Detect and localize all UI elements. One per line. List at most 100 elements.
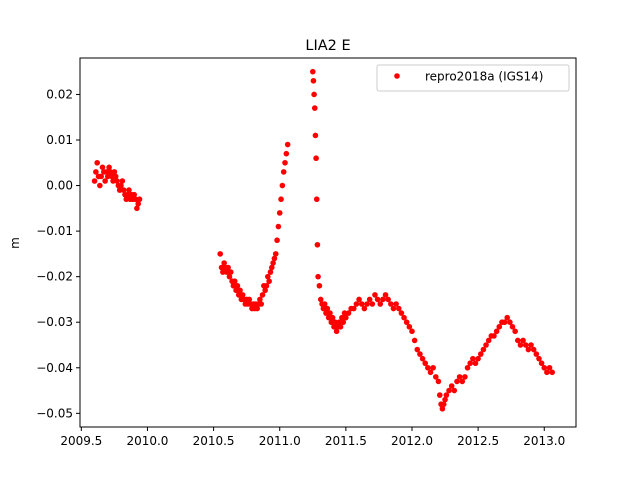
y-tick-label: 0.01 — [46, 133, 73, 147]
data-point — [430, 364, 436, 371]
data-point — [425, 364, 431, 371]
plot-frame — [79, 57, 577, 428]
data-point — [312, 132, 319, 139]
data-point — [435, 378, 442, 385]
data-point — [107, 169, 114, 175]
data-point — [477, 351, 484, 357]
data-point — [226, 273, 233, 280]
data-point — [341, 310, 348, 316]
data-point — [282, 159, 288, 166]
y-axis-label: m — [8, 237, 22, 249]
data-point — [111, 169, 118, 175]
y-tick-label: −0.05 — [36, 406, 73, 420]
data-point — [112, 173, 119, 180]
data-point — [345, 310, 352, 316]
data-point — [358, 301, 365, 307]
data-point — [134, 205, 140, 212]
x-tick-label: 2010.5 — [193, 434, 235, 448]
x-tick-label: 2010.0 — [126, 434, 168, 448]
data-point — [235, 292, 242, 298]
y-tick-label: −0.01 — [36, 224, 73, 238]
data-point — [464, 364, 471, 371]
data-point — [135, 200, 141, 207]
data-point — [339, 314, 345, 321]
legend: repro2018a (IGS14) — [376, 64, 570, 92]
data-point — [406, 323, 413, 330]
data-point — [388, 301, 394, 307]
data-point — [451, 387, 458, 394]
data-point — [382, 292, 389, 298]
data-point — [377, 301, 384, 307]
data-point — [333, 328, 340, 335]
data-point — [336, 319, 343, 326]
data-point — [361, 305, 368, 312]
data-point — [507, 319, 513, 326]
data-point — [324, 305, 331, 312]
x-tick-label: 2013.0 — [523, 434, 565, 448]
data-point — [454, 378, 460, 385]
data-point — [385, 296, 391, 303]
data-point — [544, 369, 550, 376]
data-point — [246, 296, 253, 303]
data-point — [265, 273, 271, 280]
data-point — [218, 264, 225, 271]
data-point — [328, 319, 335, 326]
x-tick-label: 2012.5 — [457, 434, 499, 448]
data-point — [472, 360, 479, 367]
data-point — [108, 173, 115, 180]
data-point — [217, 251, 223, 257]
data-point — [320, 305, 327, 312]
data-point — [417, 351, 423, 357]
data-point — [475, 355, 481, 362]
data-point — [374, 296, 381, 303]
data-point — [271, 255, 278, 262]
data-point — [419, 355, 426, 362]
x-tick-label: 2009.5 — [60, 434, 102, 448]
legend-box — [376, 64, 570, 92]
chart-title: LIA2 E — [305, 38, 350, 54]
data-point — [509, 323, 516, 330]
data-point — [224, 269, 230, 275]
x-tick-label: 2011.5 — [325, 434, 367, 448]
data-point — [91, 178, 98, 184]
data-point — [525, 346, 532, 353]
data-point — [124, 191, 131, 198]
data-point — [266, 278, 272, 285]
data-point — [332, 319, 339, 326]
data-point — [283, 150, 290, 157]
data-point — [427, 369, 434, 376]
data-point — [118, 182, 124, 189]
data-point — [279, 182, 286, 189]
legend-marker-icon — [394, 73, 400, 79]
data-point — [98, 173, 104, 180]
data-point — [401, 314, 407, 321]
data-point — [329, 314, 336, 321]
data-point — [276, 210, 283, 216]
data-point — [239, 292, 246, 298]
data-point — [331, 323, 337, 330]
data-point — [119, 178, 126, 184]
data-point — [257, 296, 263, 303]
data-point — [310, 77, 317, 84]
y-tick-label: −0.04 — [36, 361, 73, 375]
data-point — [364, 301, 370, 307]
data-point — [284, 141, 291, 148]
data-point — [267, 269, 274, 275]
data-point — [411, 337, 418, 344]
data-point — [123, 196, 130, 203]
data-point — [380, 296, 386, 303]
data-point — [337, 323, 344, 330]
data-point — [366, 296, 373, 303]
data-point — [106, 164, 112, 171]
data-point — [395, 305, 402, 312]
data-point — [440, 401, 447, 408]
data-point — [234, 282, 241, 289]
legend-label: repro2018a (IGS14) — [425, 70, 543, 84]
data-point — [530, 346, 537, 353]
data-point — [528, 342, 534, 348]
data-point — [230, 282, 237, 289]
data-point — [393, 301, 399, 307]
data-point — [263, 282, 270, 289]
data-point — [272, 251, 279, 257]
